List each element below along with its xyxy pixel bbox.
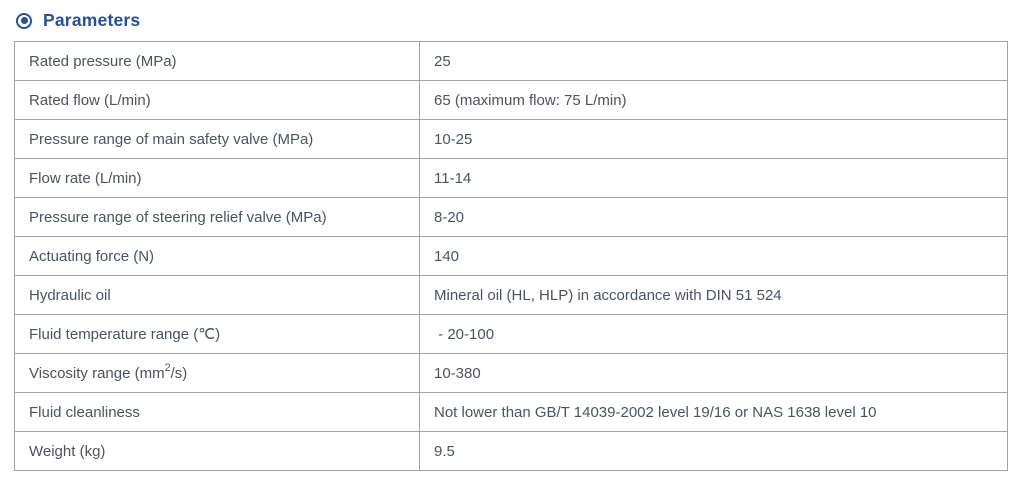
table-row: Pressure range of steering relief valve … — [14, 197, 1008, 237]
table-row: Rated flow (L/min) 65 (maximum flow: 75 … — [14, 80, 1008, 120]
radio-bullet-icon — [16, 12, 32, 29]
param-label-cell: Weight (kg) — [14, 431, 420, 471]
param-label-cell: Rated flow (L/min) — [14, 80, 420, 120]
param-value-cell: Mineral oil (HL, HLP) in accordance with… — [419, 275, 1008, 315]
parameters-table: Rated pressure (MPa) 25 Rated flow (L/mi… — [14, 41, 1008, 471]
param-label-cell: Fluid temperature range (℃) — [14, 314, 420, 354]
table-row: Actuating force (N) 140 — [14, 236, 1008, 276]
table-row: Fluid cleanliness Not lower than GB/T 14… — [14, 392, 1008, 432]
param-label-text: /s) — [170, 364, 188, 382]
table-row: Flow rate (L/min) 11-14 — [14, 158, 1008, 198]
param-label-cell: Actuating force (N) — [14, 236, 420, 276]
parameters-section-header: Parameters — [0, 0, 1019, 30]
param-label-cell: Flow rate (L/min) — [14, 158, 420, 198]
superscript-2: 2 — [164, 361, 171, 374]
param-value-cell: 25 — [419, 41, 1008, 81]
param-label-cell: Hydraulic oil — [14, 275, 420, 315]
radio-bullet-dot — [20, 17, 28, 24]
param-label-cell: Viscosity range (mm2/s) — [14, 353, 420, 393]
param-value-cell: 65 (maximum flow: 75 L/min) — [419, 80, 1008, 120]
param-value-cell: 8-20 — [419, 197, 1008, 237]
param-value-cell: 10-380 — [419, 353, 1008, 393]
param-label-cell: Pressure range of main safety valve (MPa… — [14, 119, 420, 159]
param-value-cell: Not lower than GB/T 14039-2002 level 19/… — [419, 392, 1008, 432]
param-label-cell: Pressure range of steering relief valve … — [14, 197, 420, 237]
page-title: Parameters — [43, 10, 141, 30]
param-value-cell: 11-14 — [419, 158, 1008, 198]
param-label-cell: Fluid cleanliness — [14, 392, 420, 432]
table-row: Hydraulic oil Mineral oil (HL, HLP) in a… — [14, 275, 1008, 315]
param-value-cell: 10-25 — [419, 119, 1008, 159]
param-value-cell: 9.5 — [419, 431, 1008, 471]
param-label-text: Viscosity range (mm — [29, 364, 165, 382]
param-value-cell: - 20-100 — [419, 314, 1008, 354]
table-row: Pressure range of main safety valve (MPa… — [14, 119, 1008, 159]
table-row: Weight (kg) 9.5 — [14, 431, 1008, 471]
table-row: Fluid temperature range (℃) - 20-100 — [14, 314, 1008, 354]
table-row: Viscosity range (mm2/s) 10-380 — [14, 353, 1008, 393]
param-value-cell: 140 — [419, 236, 1008, 276]
param-label-cell: Rated pressure (MPa) — [14, 41, 420, 81]
table-row: Rated pressure (MPa) 25 — [14, 41, 1008, 81]
